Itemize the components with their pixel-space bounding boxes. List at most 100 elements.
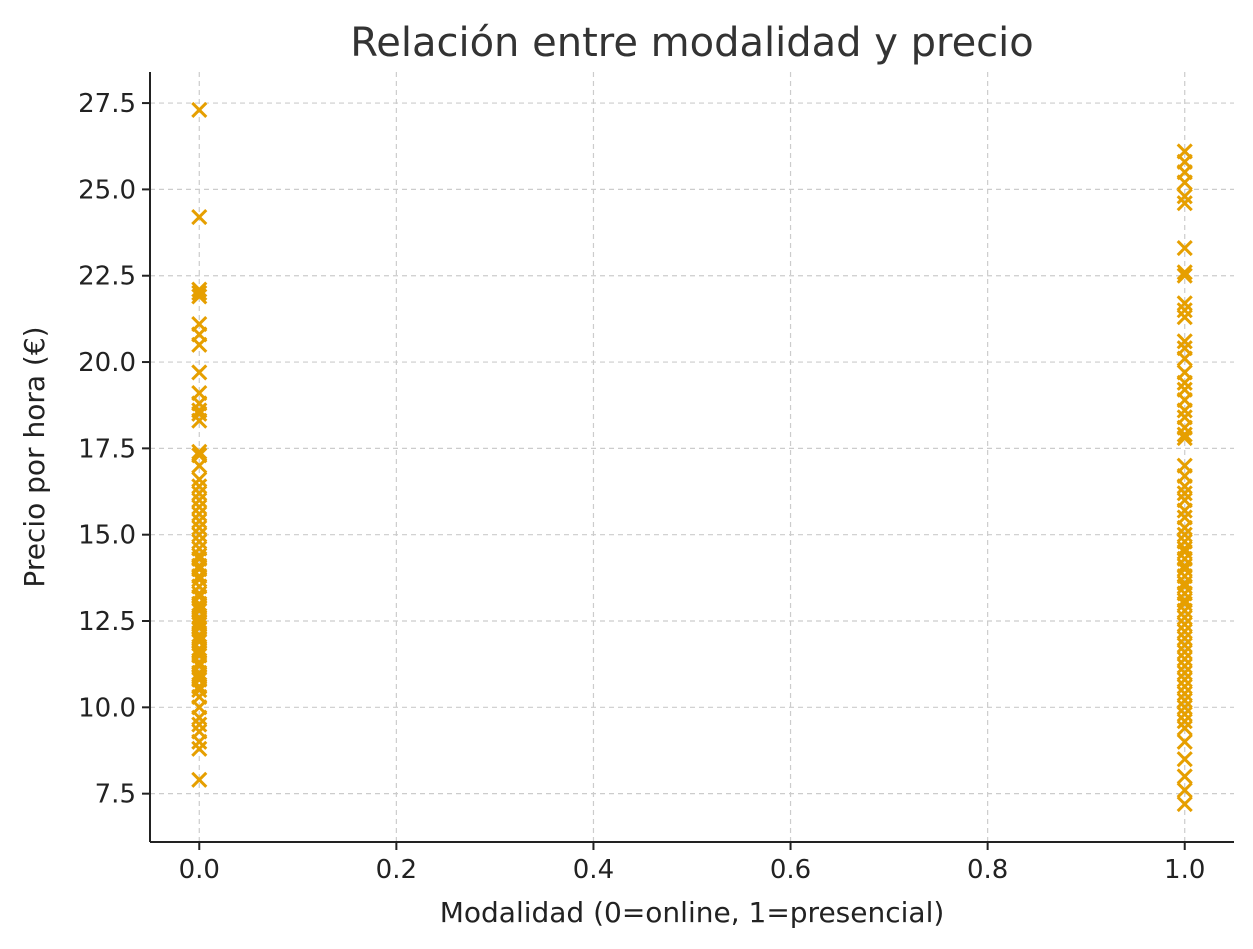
data-point [191, 336, 208, 353]
data-point [191, 485, 208, 502]
x-tick-label: 0.4 [573, 855, 614, 885]
data-point [1176, 602, 1193, 619]
data-point [191, 716, 208, 733]
data-point [191, 740, 208, 757]
data-point [191, 284, 208, 302]
data-point [191, 101, 208, 119]
data-point [191, 471, 208, 488]
data-point [1176, 402, 1193, 419]
data-point [1176, 733, 1193, 750]
data-point [191, 709, 208, 726]
x-axis-label: Modalidad (0=online, 1=presencial) [440, 896, 945, 929]
data-point [191, 526, 208, 543]
data-point [1176, 174, 1193, 191]
data-point [1176, 751, 1193, 768]
y-tick-label: 17.5 [78, 434, 136, 464]
data-point [1176, 630, 1193, 647]
data-point [1176, 478, 1193, 495]
data-point [1176, 195, 1193, 212]
data-point [191, 626, 208, 643]
grid-lines [150, 72, 1234, 842]
data-point [191, 664, 208, 681]
y-tick-label: 22.5 [78, 262, 136, 292]
y-tick-label: 10.0 [78, 693, 136, 723]
data-point [1176, 719, 1193, 737]
data-point [191, 412, 208, 429]
y-axis-label: Precio por hora (€) [18, 326, 51, 587]
data-point [1176, 578, 1193, 595]
y-tick-label: 27.5 [78, 89, 136, 119]
data-point [1176, 264, 1193, 281]
axes [149, 72, 1234, 843]
data-point [1176, 706, 1193, 723]
y-tick-label: 12.5 [78, 607, 136, 637]
data-point [1176, 623, 1193, 640]
chart-title: Relación entre modalidad y precio [350, 20, 1034, 66]
data-point [191, 771, 208, 788]
data-point [191, 682, 208, 699]
data-point [191, 733, 208, 750]
data-point [1176, 374, 1193, 391]
data-point [1176, 657, 1193, 674]
data-point [1176, 295, 1193, 312]
data-point [191, 640, 208, 657]
data-point [1176, 637, 1193, 654]
data-point [1176, 644, 1193, 661]
y-tick-label: 15.0 [78, 521, 136, 551]
data-point [1176, 650, 1193, 668]
x-tick-label: 0.2 [376, 855, 417, 885]
data-point [1176, 768, 1193, 785]
data-point [1176, 526, 1193, 543]
data-point [1176, 782, 1193, 799]
data-point [191, 364, 208, 381]
data-point [191, 533, 208, 550]
data-point [191, 512, 208, 529]
data-point [191, 478, 208, 495]
ticks: 0.0 0.2 0.4 0.6 0.8 1.0 7.5 10.0 12.5 15.0 17.5 20.… [78, 89, 1205, 885]
data-point [1176, 426, 1193, 443]
data-point [191, 443, 208, 460]
data-point [1176, 519, 1193, 536]
data-point [1176, 699, 1193, 716]
data-point [191, 612, 208, 630]
data-point [1176, 795, 1193, 813]
data-point [191, 595, 208, 612]
data-point [1176, 609, 1193, 626]
data-points [191, 101, 1193, 813]
data-point [1176, 350, 1193, 367]
data-point [1176, 713, 1193, 730]
data-point [1176, 664, 1193, 681]
data-point [191, 492, 208, 509]
x-tick-label: 0.0 [179, 855, 220, 885]
data-point [191, 281, 208, 298]
data-point [191, 571, 208, 588]
data-point [1176, 309, 1193, 326]
x-tick-label: 1.0 [1164, 855, 1205, 885]
data-point [191, 288, 208, 305]
data-point [1176, 429, 1193, 447]
data-point [1176, 616, 1193, 633]
data-point [191, 519, 208, 536]
data-point [191, 505, 208, 523]
data-point [1176, 502, 1193, 519]
y-tick-label: 7.5 [95, 780, 136, 810]
data-point [1176, 240, 1193, 257]
data-point [1176, 543, 1193, 561]
data-point [1176, 685, 1193, 702]
y-tick-label: 25.0 [78, 175, 136, 205]
data-point [1176, 671, 1193, 688]
data-point [1176, 188, 1193, 205]
data-point [191, 405, 208, 422]
data-point [1176, 485, 1193, 502]
data-point [1176, 302, 1193, 319]
data-point [1176, 678, 1193, 695]
data-point [191, 499, 208, 516]
data-point [1176, 692, 1193, 709]
x-tick-label: 0.8 [967, 855, 1008, 885]
data-point [191, 208, 208, 226]
data-point [1176, 267, 1193, 284]
data-point [1176, 333, 1193, 350]
x-tick-label: 0.6 [770, 855, 811, 885]
y-tick-label: 20.0 [78, 348, 136, 378]
